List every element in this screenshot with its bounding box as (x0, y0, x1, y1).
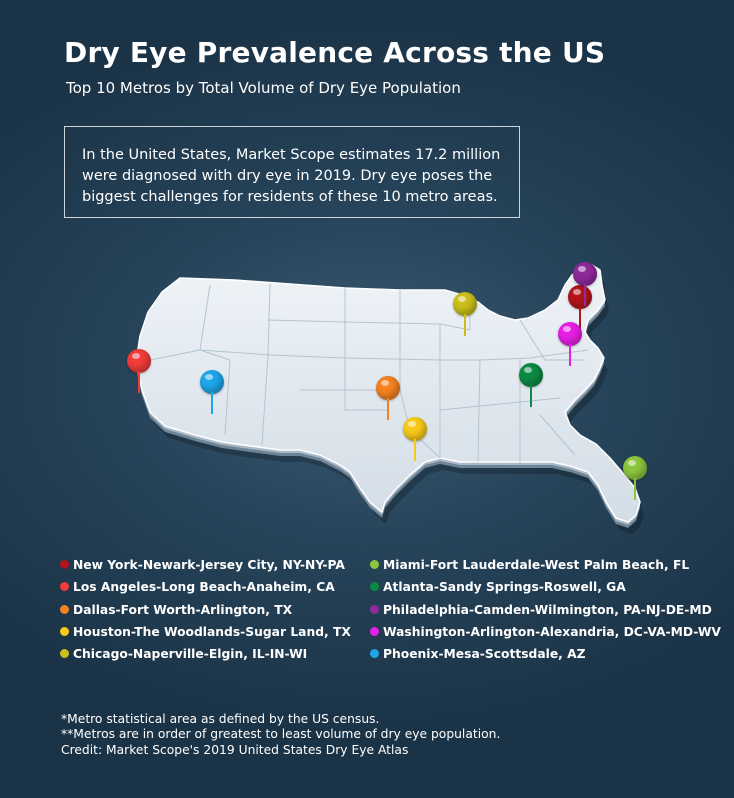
pin-ball (623, 456, 647, 480)
footnotes: *Metro statistical area as defined by th… (61, 712, 500, 758)
pin-ball (200, 370, 224, 394)
legend-right-column: Miami-Fort Lauderdale-West Palm Beach, F… (370, 556, 721, 667)
legend-item-chicago: Chicago-Naperville-Elgin, IL-IN-WI (60, 645, 351, 667)
intro-line-2: were diagnosed with dry eye in 2019. Dry… (82, 168, 493, 184)
intro-line-3: biggest challenges for residents of thes… (82, 189, 498, 205)
pin-stick (387, 398, 389, 420)
legend-dot (60, 626, 69, 636)
pin-houston (403, 417, 427, 467)
legend-item-miami: Miami-Fort Lauderdale-West Palm Beach, F… (370, 556, 721, 578)
legend-label: Chicago-Naperville-Elgin, IL-IN-WI (73, 647, 308, 662)
legend-dot (60, 582, 69, 592)
pin-ball (568, 285, 592, 309)
pin-stick (414, 439, 416, 461)
legend-label: Dallas-Fort Worth-Arlington, TX (73, 602, 293, 617)
legend-item-phoenix: Phoenix-Mesa-Scottsdale, AZ (370, 645, 721, 667)
legend-item-philadelphia: Philadelphia-Camden-Wilmington, PA-NJ-DE… (370, 601, 721, 623)
intro-box: In the United States, Market Scope estim… (64, 126, 520, 218)
pin-ball (558, 322, 582, 346)
legend-dot (370, 649, 379, 659)
pin-stick (579, 307, 581, 329)
legend-dot (60, 649, 69, 659)
legend-item-new-york: New York-Newark-Jersey City, NY-NY-PA (60, 556, 351, 578)
pin-stick (464, 314, 466, 336)
legend-left-column: New York-Newark-Jersey City, NY-NY-PA Lo… (60, 556, 351, 667)
pin-stick (584, 284, 586, 306)
pin-atlanta (519, 363, 543, 413)
legend-item-los-angeles: Los Angeles-Long Beach-Anaheim, CA (60, 578, 351, 600)
pin-new-york (568, 285, 592, 335)
legend-label: New York-Newark-Jersey City, NY-NY-PA (73, 558, 345, 572)
legend-label: Phoenix-Mesa-Scottsdale, AZ (383, 647, 586, 662)
pin-miami (623, 456, 647, 506)
pin-ball (403, 417, 427, 441)
pin-philadelphia (573, 262, 597, 312)
legend-dot (370, 604, 379, 614)
legend-label: Atlanta-Sandy Springs-Roswell, GA (383, 580, 626, 595)
legend-item-houston: Houston-The Woodlands-Sugar Land, TX (60, 623, 351, 645)
legend-label: Washington-Arlington-Alexandria, DC-VA-M… (383, 624, 721, 639)
pin-stick (530, 385, 532, 407)
pin-chicago (453, 292, 477, 342)
legend-dot (370, 626, 379, 636)
pin-washington (558, 322, 582, 372)
legend-dot (370, 582, 379, 592)
page-subtitle: Top 10 Metros by Total Volume of Dry Eye… (66, 79, 461, 97)
pin-phoenix (200, 370, 224, 420)
pin-ball (573, 262, 597, 286)
intro-line-1: In the United States, Market Scope estim… (82, 147, 501, 163)
pin-dallas (376, 376, 400, 426)
legend-item-dallas: Dallas-Fort Worth-Arlington, TX (60, 601, 351, 623)
pin-ball (127, 349, 151, 373)
pin-ball (376, 376, 400, 400)
legend-label: Los Angeles-Long Beach-Anaheim, CA (73, 580, 335, 595)
pin-stick (569, 344, 571, 366)
pin-ball (453, 292, 477, 316)
pin-stick (138, 371, 140, 393)
legend-dot (60, 604, 69, 614)
legend-dot (60, 560, 69, 569)
footnote-order: **Metros are in order of greatest to lea… (61, 727, 501, 742)
page-title: Dry Eye Prevalence Across the US (64, 36, 606, 69)
legend-label: Philadelphia-Camden-Wilmington, PA-NJ-DE… (383, 602, 712, 617)
legend-dot (370, 560, 379, 569)
pin-stick (211, 392, 213, 414)
footnote-census: *Metro statistical area as defined by th… (61, 712, 380, 726)
pin-stick (634, 478, 636, 500)
pin-los-angeles (127, 349, 151, 399)
legend-label: Houston-The Woodlands-Sugar Land, TX (73, 624, 351, 639)
legend-label: Miami-Fort Lauderdale-West Palm Beach, F… (383, 558, 690, 572)
pin-ball (519, 363, 543, 387)
footnote-credit: Credit: Market Scope's 2019 United State… (61, 742, 409, 757)
legend-item-atlanta: Atlanta-Sandy Springs-Roswell, GA (370, 578, 721, 600)
legend-item-washington: Washington-Arlington-Alexandria, DC-VA-M… (370, 623, 721, 645)
